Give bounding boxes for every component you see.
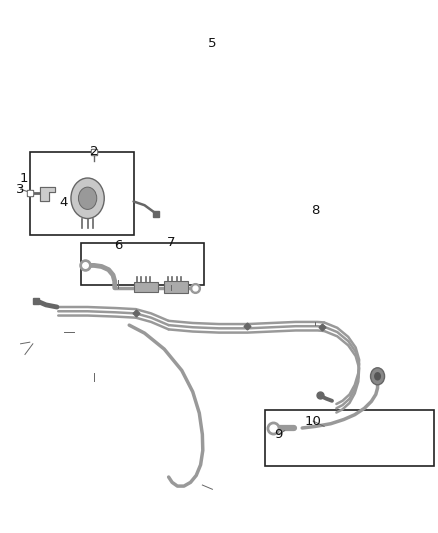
Circle shape — [71, 178, 104, 219]
Text: 3: 3 — [16, 183, 25, 196]
Text: 2: 2 — [90, 146, 99, 158]
Bar — [134, 282, 158, 292]
Bar — [81, 243, 204, 285]
Text: 7: 7 — [166, 236, 175, 249]
Text: 6: 6 — [114, 239, 123, 252]
Bar — [164, 281, 188, 293]
Text: 5: 5 — [208, 37, 217, 50]
Text: 4: 4 — [59, 196, 68, 209]
Circle shape — [78, 187, 97, 209]
Polygon shape — [40, 187, 55, 201]
Bar — [30, 152, 134, 235]
Circle shape — [374, 372, 381, 381]
Text: 9: 9 — [274, 428, 283, 441]
Circle shape — [371, 368, 385, 385]
Text: 10: 10 — [305, 415, 321, 427]
Bar — [265, 410, 434, 466]
Text: 1: 1 — [20, 172, 28, 185]
Text: 8: 8 — [311, 204, 320, 217]
